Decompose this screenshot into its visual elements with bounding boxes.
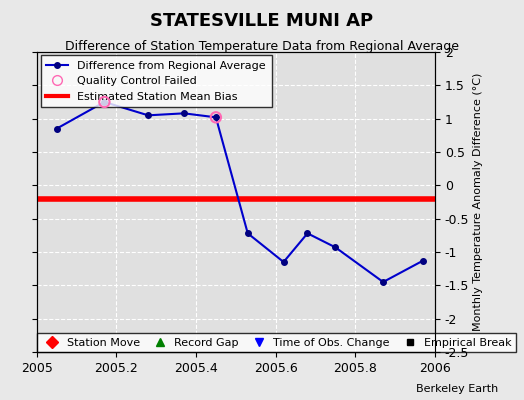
Text: STATESVILLE MUNI AP: STATESVILLE MUNI AP: [150, 12, 374, 30]
Legend: Station Move, Record Gap, Time of Obs. Change, Empirical Break: Station Move, Record Gap, Time of Obs. C…: [37, 333, 516, 352]
Point: [100, 99, 108, 105]
Y-axis label: Monthly Temperature Anomaly Difference (°C): Monthly Temperature Anomaly Difference (…: [473, 73, 483, 331]
Text: Berkeley Earth: Berkeley Earth: [416, 384, 498, 394]
Text: Difference of Station Temperature Data from Regional Average: Difference of Station Temperature Data f…: [65, 40, 459, 53]
Point: [212, 114, 220, 120]
